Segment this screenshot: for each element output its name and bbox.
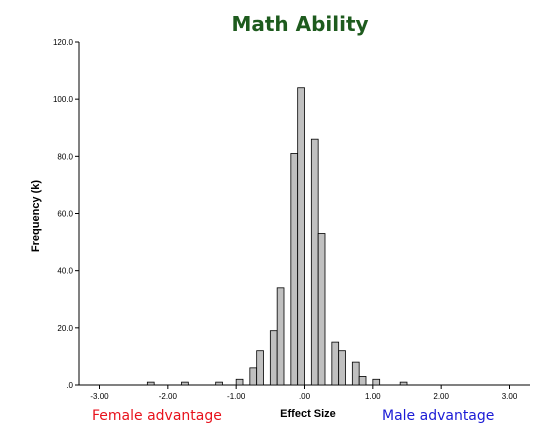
histogram-bar — [297, 87, 305, 386]
y-tick-label: 60.0 — [57, 210, 73, 219]
histogram-bar — [181, 381, 189, 386]
y-axis-label: Frequency (k) — [30, 179, 42, 253]
y-tick-label: 40.0 — [57, 267, 73, 276]
x-tick-label: 2.00 — [433, 392, 449, 401]
histogram-bar — [290, 153, 299, 386]
x-tick-label: -2.00 — [159, 392, 178, 401]
histogram-bar — [146, 381, 155, 386]
histogram-bar — [310, 138, 319, 386]
x-tick-label: 3.00 — [502, 392, 518, 401]
histogram-bar — [269, 330, 278, 386]
x-tick-label: -3.00 — [90, 392, 109, 401]
x-tick-label: .00 — [299, 392, 311, 401]
histogram-bar — [276, 287, 285, 386]
y-tick-label: .0 — [66, 381, 73, 390]
y-tick-label: 80.0 — [57, 152, 73, 161]
histogram-bar — [235, 378, 244, 386]
male-advantage-annotation: Male advantage — [382, 408, 495, 424]
chart-title: Math Ability — [231, 12, 369, 36]
x-tick-label: 1.00 — [365, 392, 381, 401]
histogram-bar — [399, 381, 408, 386]
x-axis-label: Effect Size — [280, 408, 336, 420]
histogram-bar — [358, 376, 367, 386]
histogram-bar — [372, 378, 381, 386]
y-tick-label: 120.0 — [53, 38, 74, 47]
histogram-bar — [331, 341, 340, 386]
histogram-bar — [256, 350, 264, 386]
x-tick-label: -1.00 — [227, 392, 246, 401]
histogram-bar — [249, 367, 258, 386]
y-tick-label: 100.0 — [53, 95, 74, 104]
y-tick-label: 20.0 — [57, 324, 73, 333]
histogram-bar — [338, 350, 346, 386]
histogram-bar — [317, 233, 326, 386]
histogram-bar — [215, 381, 223, 386]
histogram-bar — [351, 361, 360, 386]
female-advantage-annotation: Female advantage — [92, 408, 222, 424]
